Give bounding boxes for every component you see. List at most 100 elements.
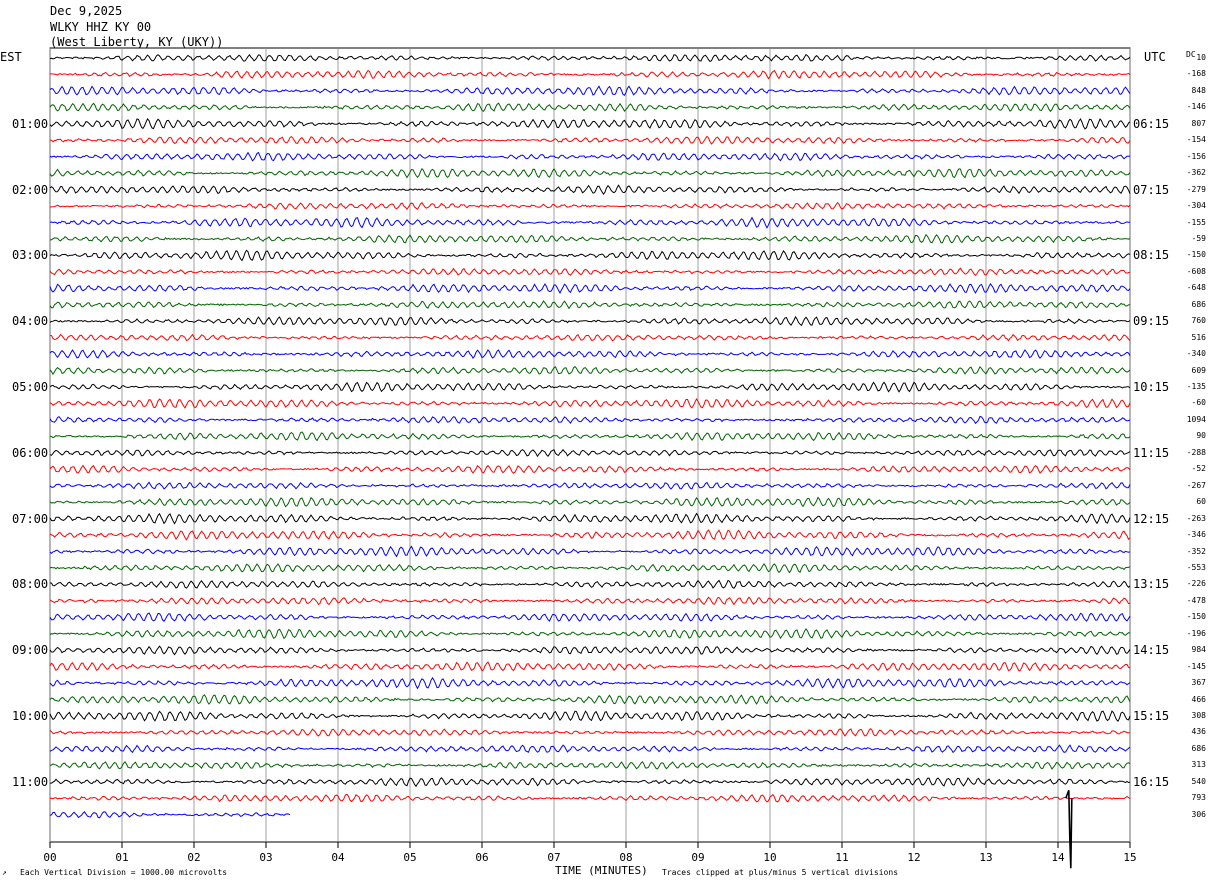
header-station: WLKY HHZ KY 00: [50, 20, 152, 34]
utc-hour-label: 07:15: [1133, 182, 1170, 197]
dc-offset-value: -478: [1186, 595, 1206, 605]
seismic-trace: [49, 135, 1131, 145]
x-tick-label: 01: [115, 851, 128, 864]
dc-offset-value: 609: [1191, 365, 1206, 375]
seismic-trace: [49, 694, 1131, 705]
x-tick-label: 02: [187, 851, 200, 864]
clip-note: Traces clipped at plus/minus 5 vertical …: [662, 868, 899, 877]
axis-icon: ↗: [2, 868, 7, 877]
scale-note: Each Vertical Division = 1000.00 microvo…: [20, 868, 228, 877]
dc-offset-value: -150: [1186, 250, 1206, 260]
seismic-trace: [49, 777, 1131, 788]
seismic-trace: [49, 398, 1131, 409]
dc-offset-value: -135: [1186, 382, 1206, 391]
seismic-trace: [49, 233, 1131, 244]
seismic-trace: [49, 53, 1131, 63]
seismic-trace: [49, 545, 1131, 558]
dc-offset-value: -145: [1186, 661, 1206, 671]
est-hour-label: 06:00: [12, 445, 49, 460]
seismic-trace: [49, 167, 1131, 179]
dc-offset-value: 306: [1191, 809, 1206, 819]
est-hour-label: 08:00: [12, 577, 49, 592]
dc-offset-value: 793: [1191, 793, 1206, 803]
header-location: (West Liberty, KY (UKY)): [50, 35, 224, 49]
seismic-trace: [49, 628, 1131, 640]
est-hour-label: 07:00: [12, 511, 49, 526]
x-tick-label: 06: [475, 851, 488, 864]
utc-hour-label: 14:15: [1133, 643, 1170, 658]
plot-grid: [49, 47, 1131, 848]
dc-offset-value: -608: [1186, 266, 1206, 276]
dc-offset-value: 807: [1191, 118, 1206, 128]
x-tick-label: 07: [547, 851, 560, 864]
dc-offset-value: 760: [1191, 316, 1206, 326]
x-tick-labels: 00 01 02 03 04 05 06 07 08 09 10 11 12 13 14 15: [43, 851, 1136, 864]
dc-offset-value: 367: [1191, 678, 1206, 688]
dc-offset-value: 984: [1191, 645, 1206, 655]
x-tick-label: 11: [835, 851, 848, 864]
dc-offset-value: -155: [1186, 217, 1206, 227]
dc-offset-value: -362: [1186, 168, 1206, 178]
x-axis-label: TIME (MINUTES): [555, 864, 648, 877]
seismic-trace: [49, 811, 291, 819]
seismic-trace: [49, 793, 1131, 803]
seismic-trace: [49, 579, 1131, 589]
seismic-trace: [49, 118, 1131, 130]
x-tick-label: 13: [979, 851, 992, 864]
dc-offset-value: -553: [1186, 562, 1206, 572]
x-tick-label: 15: [1123, 851, 1136, 864]
dc-offset-value: -156: [1186, 151, 1206, 161]
utc-hour-label: 08:15: [1133, 248, 1170, 263]
seismic-trace: [49, 612, 1131, 622]
utc-hour-label: 15:15: [1133, 709, 1170, 723]
dc-offset-value: 848: [1191, 85, 1206, 95]
seismic-trace: [49, 249, 1131, 262]
est-hour-label: 04:00: [12, 314, 49, 329]
dc-offset-value: 540: [1191, 776, 1206, 786]
x-tick-label: 09: [691, 851, 704, 864]
dc-offset-value: 436: [1191, 727, 1206, 737]
x-tick-label: 03: [259, 851, 272, 864]
dc-offset-value: 313: [1191, 760, 1206, 770]
dc-offset-value: 466: [1191, 694, 1206, 704]
seismic-trace: [49, 676, 1131, 690]
seismic-trace: [49, 102, 1131, 113]
dc-offset-value: -346: [1186, 530, 1206, 540]
x-tick-label: 05: [403, 851, 416, 864]
dc-offset-value: -352: [1186, 546, 1206, 556]
seismic-trace: [49, 315, 1131, 327]
dc-label: DC: [1186, 50, 1196, 59]
dc-offset-value: -146: [1186, 102, 1206, 112]
seismic-trace: [49, 201, 1131, 211]
seismic-trace: [49, 283, 1131, 294]
seismic-trace: [49, 761, 1131, 770]
utc-hour-label: 13:15: [1133, 577, 1170, 592]
seismic-trace: [49, 216, 1131, 229]
seismic-trace: [49, 415, 1131, 425]
utc-hour-label: 06:15: [1133, 116, 1170, 131]
dc-offset-value: -59: [1191, 233, 1206, 243]
seismic-trace: [49, 381, 1131, 393]
dc-offset-value: -52: [1191, 464, 1206, 474]
dc-offset-value: 516: [1191, 332, 1206, 342]
seismic-trace: [49, 563, 1131, 574]
seismic-trace: [49, 431, 1131, 442]
dc-offset-value: 10: [1196, 53, 1206, 62]
seismic-trace: [49, 744, 1131, 754]
dc-offset-value: 686: [1191, 743, 1206, 753]
seismic-trace: [49, 529, 1131, 541]
dc-offset-value: -648: [1186, 283, 1206, 293]
utc-hour-label: 10:15: [1133, 380, 1170, 394]
est-hour-label: 05:00: [12, 380, 49, 394]
dc-offset-value: -288: [1186, 447, 1206, 457]
dc-offset-value: -196: [1186, 628, 1206, 638]
dc-offset-value: -226: [1186, 579, 1206, 589]
seismic-trace: [49, 184, 1131, 195]
est-hour-label: 11:00: [12, 774, 49, 789]
dc-offset-value: -263: [1186, 513, 1206, 523]
event-spike: [1065, 789, 1073, 869]
header-date: Dec 9,2025: [50, 4, 123, 18]
seismic-trace: [49, 85, 1131, 97]
seismic-trace: [49, 512, 1131, 525]
